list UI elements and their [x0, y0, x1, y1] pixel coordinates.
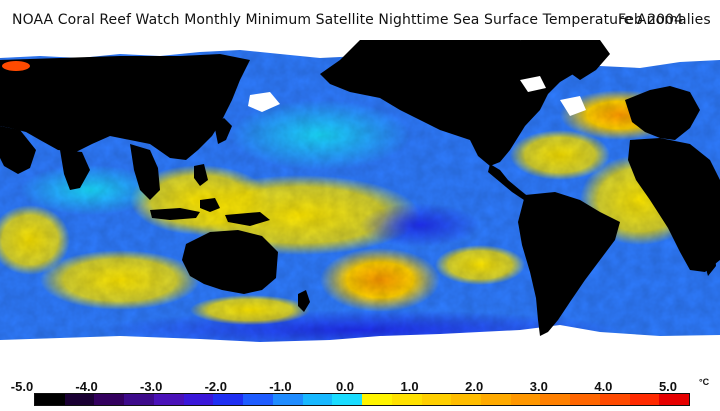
- legend-swatch: [481, 394, 511, 405]
- legend-tick-label: 4.0: [594, 379, 613, 394]
- warm-anomaly-patch: [2, 61, 30, 71]
- legend-swatch: [570, 394, 600, 405]
- legend-swatch: [540, 394, 571, 405]
- legend-swatch: [332, 394, 363, 405]
- map-title: NOAA Coral Reef Watch Monthly Minimum Sa…: [12, 12, 711, 28]
- legend-tick-label: 0.0: [335, 379, 355, 394]
- map-date: Feb 2004: [618, 12, 683, 28]
- legend-tick-label: -5.0: [10, 379, 34, 394]
- sst-anomaly-map: [0, 40, 720, 360]
- legend-swatch: [35, 394, 65, 405]
- legend-colorbar: [34, 393, 690, 406]
- legend-swatch: [243, 394, 273, 405]
- legend-tick-label: -2.0: [204, 379, 227, 394]
- legend-swatch: [391, 394, 422, 405]
- legend-swatch: [451, 394, 482, 405]
- legend-tick-label: 2.0: [465, 379, 484, 394]
- legend-swatch: [183, 394, 214, 405]
- legend-tick-label: -3.0: [139, 379, 163, 394]
- legend-tick-label: 1.0: [400, 379, 419, 394]
- legend-swatch: [362, 394, 392, 405]
- legend-swatch: [213, 394, 244, 405]
- legend-swatch: [510, 394, 541, 405]
- world-map: [0, 40, 720, 360]
- legend-swatch: [124, 394, 154, 405]
- legend-swatch: [64, 394, 95, 405]
- legend-swatch: [659, 394, 690, 405]
- legend-unit: °C: [699, 377, 710, 387]
- legend-tick-label: 3.0: [529, 379, 548, 394]
- legend-tick-label: 5.0: [658, 379, 678, 394]
- legend-swatch: [94, 394, 125, 405]
- legend-swatch: [599, 394, 630, 405]
- legend-swatch: [272, 394, 303, 405]
- sea-ice-patches: [248, 76, 586, 116]
- legend-swatch: [302, 394, 333, 405]
- legend-swatch: [153, 394, 184, 405]
- title-bar: NOAA Coral Reef Watch Monthly Minimum Sa…: [0, 0, 720, 40]
- legend-swatch: [629, 394, 660, 405]
- legend-tick-label: -1.0: [269, 379, 292, 394]
- legend-swatch: [421, 394, 452, 405]
- color-legend: -5.0 -4.0 -3.0 -2.0 -1.0 0.0 1.0 2.0 3.0 4.0 5.0 °…: [0, 360, 720, 411]
- landmasses: [0, 40, 720, 336]
- legend-tick-label: -4.0: [75, 379, 98, 394]
